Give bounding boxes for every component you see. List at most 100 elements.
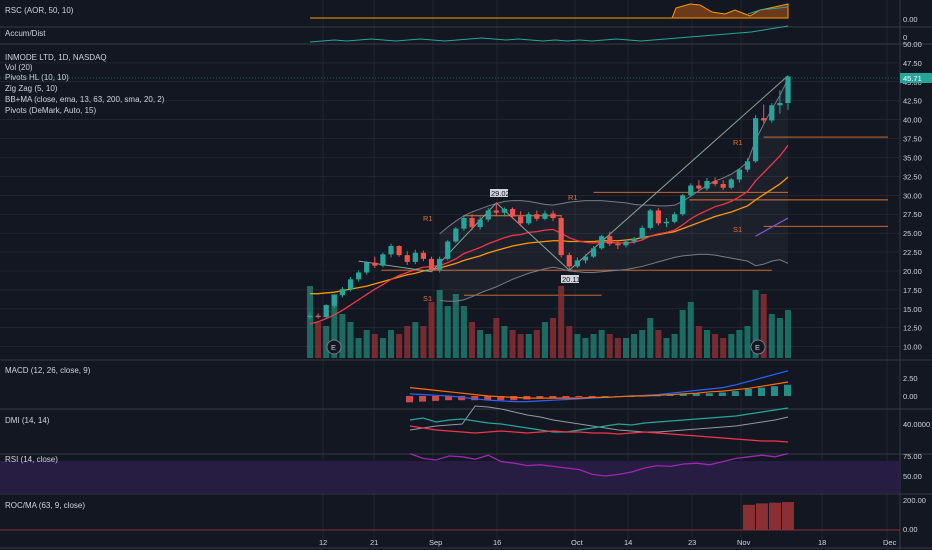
ema200-line [755, 217, 789, 237]
candle-body [655, 210, 661, 224]
candle-body [323, 305, 329, 318]
price-axis[interactable]: 10.00 12.50 15.00 17.50 20.00 22.50 25.00 27.50… [903, 40, 922, 352]
earnings-circle-2[interactable] [750, 339, 766, 355]
price-tick-label: 30.00 [903, 191, 922, 200]
indicator-bb-ma[interactable]: BB+MA (close, ema, 13, 63, 200, sma, 20,… [5, 95, 165, 104]
roc-panel: ROC/MA (63, 9, close) 200.00 0.00 [0, 496, 926, 534]
volume-bar [655, 330, 662, 358]
last-price-box [900, 73, 932, 83]
price-tick-label: 25.00 [903, 229, 922, 238]
candle-body [663, 221, 670, 224]
candle-body [428, 258, 435, 271]
volume-bar [485, 334, 492, 358]
dmi-label: DMI (14, 14) [5, 416, 50, 425]
earnings-marker-2[interactable]: E [750, 339, 766, 355]
volume-bar [736, 330, 743, 358]
symbol-title[interactable]: INMODE LTD, 1D, NASDAQ [5, 53, 107, 62]
pivot-low-value: 20.11 [562, 275, 580, 284]
candle-body [566, 255, 572, 267]
price-tick-label: 12.50 [903, 324, 922, 333]
indicator-zigzag[interactable]: Zig Zag (5, 10) [5, 84, 58, 93]
earnings-letter-2: E [755, 343, 760, 352]
candle-body [550, 213, 556, 219]
candle-body [752, 118, 759, 162]
volume-bar [493, 318, 500, 358]
time-tick-label: 16 [493, 538, 501, 547]
dmi-axis-40: 40.0000 [903, 420, 930, 429]
rsc-panel: RSC (AOR, 50, 10) 0.00 [5, 6, 918, 24]
indicator-pivots-demark[interactable]: Pivots (DeMark, Auto, 15) [5, 106, 96, 115]
roc-axis-0: 0.00 [903, 525, 918, 534]
candle-body [599, 236, 605, 249]
volume-bar [420, 326, 427, 358]
volume-bar [776, 318, 783, 358]
candle-body [501, 208, 508, 213]
volume-bar [509, 330, 516, 358]
candle-body [404, 255, 410, 262]
main-legend: INMODE LTD, 1D, NASDAQ Vol (20) Pivots H… [5, 53, 165, 115]
indicator-volume[interactable]: Vol (20) [5, 63, 33, 72]
dmi-plus-line [409, 407, 789, 433]
volume-bar [388, 330, 395, 358]
macd-lines [409, 370, 789, 403]
candle-body [445, 241, 451, 259]
volume-bar [728, 334, 735, 358]
candle-body [785, 76, 791, 104]
bb-lower [439, 253, 789, 302]
candle-body [647, 210, 653, 228]
volume-bar [315, 322, 322, 358]
candle-body [485, 210, 491, 220]
roc-axis-200: 200.00 [903, 496, 926, 505]
earnings-letter-1: E [331, 343, 336, 352]
rsi-band [0, 461, 900, 493]
macd-bar [744, 389, 752, 396]
volume-bar [598, 330, 605, 358]
demark-s1-label-2: S1 [733, 225, 742, 234]
volume-bar [566, 326, 573, 358]
volume-bar [404, 326, 411, 358]
rsi-label: RSI (14, close) [5, 455, 58, 464]
bollinger-bands [439, 78, 789, 302]
candle-body [453, 228, 459, 242]
volume-bar [744, 326, 751, 358]
macd-bar [432, 396, 440, 401]
price-tick-label: 22.50 [903, 248, 922, 257]
volume-bar [703, 330, 710, 358]
candle-body [509, 208, 516, 217]
volume-bar [614, 338, 621, 358]
candle-body [704, 180, 710, 189]
volume-bar [712, 334, 719, 358]
accum-label: Accum/Dist [5, 29, 46, 38]
volume-bar [307, 286, 313, 358]
volume-bar [412, 322, 419, 358]
time-tick-label: 12 [319, 538, 327, 547]
time-axis[interactable]: 12 21 Sep 16 Oct 14 23 Nov 18 Dec [319, 538, 897, 547]
candles [307, 75, 791, 320]
bb-upper [439, 78, 789, 235]
volume-bar [460, 306, 467, 358]
macd-bar [575, 396, 583, 397]
candle-body [461, 218, 467, 229]
earnings-circle-1[interactable] [326, 339, 342, 355]
candle-body [728, 179, 734, 188]
volume-bar [647, 318, 654, 358]
volume-bar [396, 334, 403, 358]
time-tick-label: 18 [818, 538, 826, 547]
indicator-pivots-hl[interactable]: Pivots HL (10, 10) [5, 73, 69, 82]
candle-body [315, 315, 321, 318]
volume-bar [355, 338, 362, 358]
rsc-signal [747, 6, 789, 15]
price-tick-label: 20.00 [903, 267, 922, 276]
moving-averages [309, 144, 789, 325]
candle-body [388, 246, 394, 255]
earnings-marker-1[interactable]: E [326, 339, 342, 355]
macd-bar [588, 396, 596, 397]
pivot-low-marker: 20.11 [561, 275, 580, 284]
volume-bar [379, 338, 386, 358]
price-tick-label: 10.00 [903, 343, 922, 352]
macd-bar [549, 396, 557, 399]
macd-bar [497, 396, 505, 401]
candle-body [712, 180, 718, 184]
